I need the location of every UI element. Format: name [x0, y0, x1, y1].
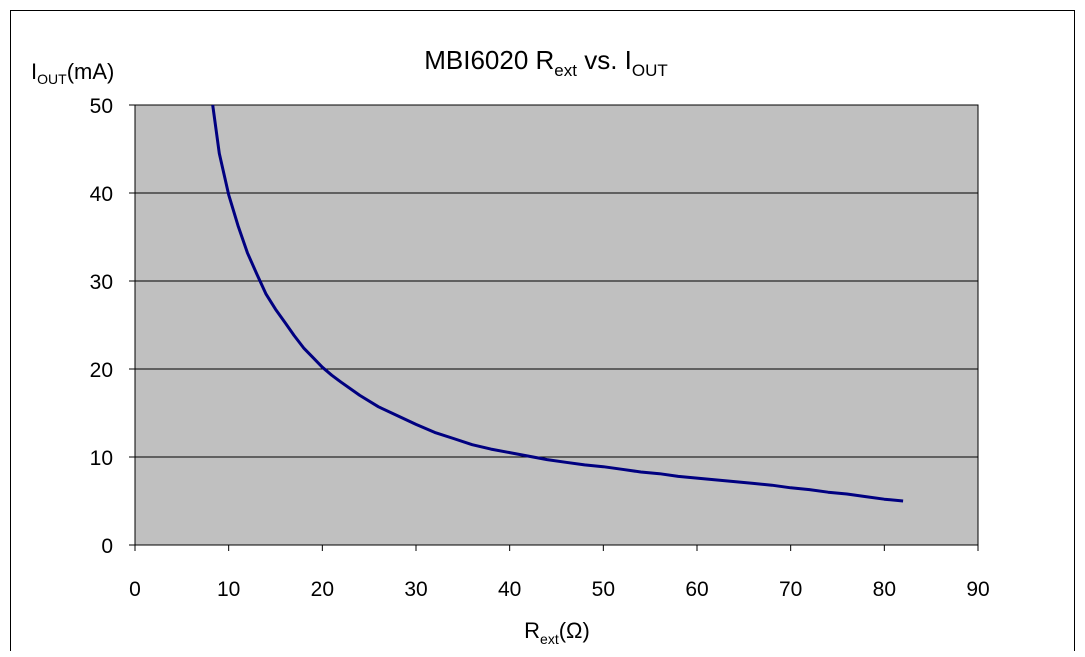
x-tick-label: 50: [592, 578, 615, 601]
plot-area: [134, 104, 979, 546]
x-axis-label: Rext(Ω): [524, 618, 590, 647]
y-tick-labels: 0 10 20 30 40 50: [90, 95, 113, 558]
chart-frame: 0 10 20 30 40 50 60 70 80 90 0 10 20 30 40 50 MBI6020 …: [10, 10, 1075, 651]
axes: [129, 104, 979, 551]
y-tick-label: 0: [101, 535, 113, 558]
chart: 0 10 20 30 40 50 60 70 80 90 0 10 20 30 40 50 MBI6020 …: [31, 45, 990, 647]
x-tick-label: 0: [129, 578, 141, 601]
y-tick-label: 20: [90, 359, 113, 382]
x-tick-label: 70: [779, 578, 802, 601]
y-tick-label: 30: [90, 271, 113, 294]
x-tick-label: 80: [873, 578, 896, 601]
series-line: [211, 104, 904, 503]
gridlines: [135, 192, 978, 458]
x-tick-label: 60: [685, 578, 708, 601]
x-tick-label: 90: [966, 578, 989, 601]
x-tick-label: 30: [404, 578, 427, 601]
x-tick-label: 20: [311, 578, 334, 601]
chart-title: MBI6020 Rext vs. IOUT: [424, 45, 668, 80]
y-tick-label: 10: [90, 447, 113, 470]
x-tick-labels: 0 10 20 30 40 50 60 70 80 90: [129, 578, 990, 601]
y-tick-label: 50: [90, 95, 113, 118]
x-tick-label: 40: [498, 578, 521, 601]
y-axis-label: IOUT(mA): [31, 59, 114, 87]
y-tick-label: 40: [90, 183, 113, 206]
x-tick-label: 10: [217, 578, 240, 601]
